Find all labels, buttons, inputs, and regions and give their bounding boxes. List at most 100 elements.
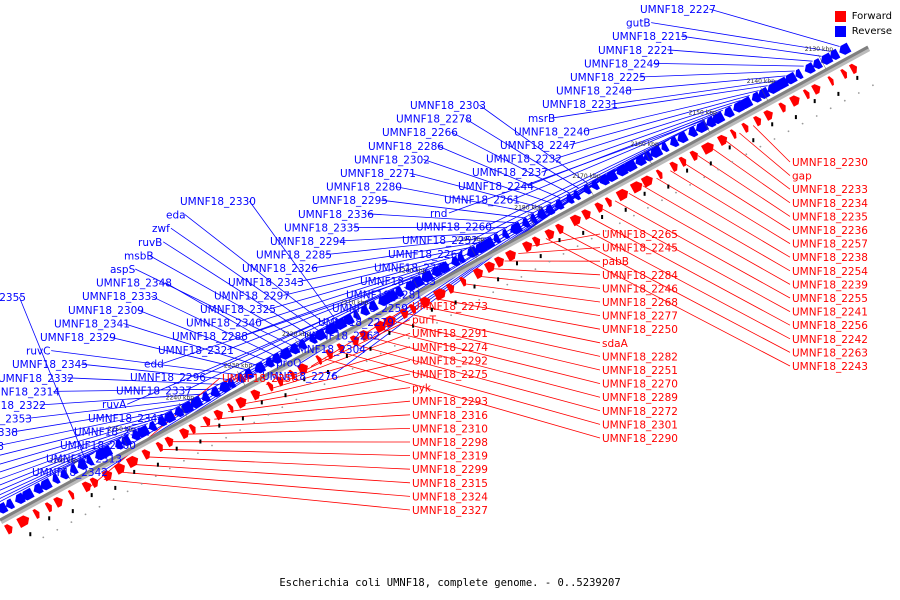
leader-line — [451, 131, 571, 194]
reverse-gene-arrow — [706, 116, 717, 128]
reverse-gene-arrow — [466, 245, 479, 258]
forward-gene-label: UMNF18_2298 — [412, 437, 488, 449]
track-dot — [42, 536, 45, 539]
reverse-gene-arrow — [739, 96, 754, 110]
feature-mark — [388, 330, 391, 335]
leader-line — [0, 452, 94, 502]
reverse-gene-arrow — [343, 313, 355, 326]
forward-gene-arrow — [188, 424, 196, 435]
legend-reverse-label: Reverse — [851, 26, 892, 37]
forward-gene-arrow — [373, 320, 387, 334]
forward-gene-label: UMNF18_2243 — [792, 361, 868, 373]
track-dot — [168, 467, 171, 470]
reverse-gene-label: UMNF18_2247 — [500, 140, 576, 152]
track-dot — [562, 253, 565, 255]
forward-gene-arrow — [213, 409, 223, 421]
reverse-gene-arrow — [583, 184, 592, 195]
reverse-gene-arrow — [210, 386, 221, 398]
leader-line — [476, 275, 601, 289]
leader-line — [81, 363, 229, 380]
feature-mark — [345, 354, 348, 358]
reverse-gene-label: UMNF18_2240 — [514, 126, 590, 138]
forward-gene-arrow — [16, 515, 30, 528]
feature-mark — [667, 184, 670, 189]
reverse-gene-arrow — [121, 434, 133, 447]
reverse-gene-arrow — [421, 270, 435, 283]
forward-gene-label: UMNF18_2356 — [222, 373, 298, 385]
track-dot — [773, 138, 776, 140]
tick-line — [701, 117, 710, 133]
forward-gene-label: gap — [792, 171, 812, 183]
track-dot — [98, 505, 101, 508]
leader-line — [53, 388, 211, 392]
forward-gene-arrow — [315, 355, 322, 365]
forward-gene-label: UMNF18_2299 — [412, 464, 488, 476]
feature-mark — [71, 509, 74, 514]
reverse-gene-label: UMNF18_2344 — [88, 413, 164, 425]
leader-line — [170, 227, 319, 331]
track-dot — [534, 268, 537, 271]
reverse-gene-label: UMNF18_2325 — [200, 304, 276, 316]
legend-reverse: Reverse — [834, 24, 892, 39]
feature-mark — [856, 75, 859, 80]
reverse-gene-arrow — [190, 395, 204, 409]
reverse-gene-label: UMNF18_2345 — [12, 359, 88, 371]
reverse-gene-label: UMNF18_2337 — [116, 386, 192, 398]
leader-line — [651, 22, 831, 52]
forward-gene-arrow — [89, 477, 99, 488]
forward-gene-arrow — [125, 455, 139, 469]
leader-line — [395, 186, 535, 214]
track-dot — [492, 291, 495, 294]
forward-gene-arrow — [493, 256, 505, 268]
feature-mark — [558, 238, 561, 243]
reverse-gene-label: UMNF18_2333 — [82, 291, 158, 303]
forward-gene-label: UMNF18_2315 — [412, 478, 488, 490]
leader-line — [435, 298, 601, 330]
feature-mark — [686, 168, 689, 173]
reverse-gene-arrow — [677, 131, 689, 144]
reverse-gene-label: UMNF18_2314 — [0, 386, 60, 398]
forward-gene-arrow — [472, 267, 484, 280]
forward-gene-arrow — [44, 502, 52, 513]
forward-gene-arrow — [802, 89, 810, 100]
forward-gene-arrow — [358, 329, 370, 342]
forward-gene-arrow — [716, 134, 728, 147]
tick-label: 2240 kbp — [166, 394, 194, 401]
track-dot — [647, 207, 649, 209]
forward-gene-arrow — [141, 449, 151, 460]
reverse-gene-label: proQ — [276, 358, 301, 370]
reverse-gene-arrow — [785, 71, 798, 85]
leader-line — [51, 350, 238, 375]
reverse-gene-arrow — [219, 380, 232, 393]
reverse-gene-label: UMNF18_2338 — [0, 427, 18, 439]
leader-line — [752, 125, 791, 163]
reverse-gene-label: UMNF18_2355 — [0, 292, 26, 304]
leader-line — [583, 90, 759, 132]
reverse-gene-arrow — [493, 233, 502, 244]
feature-mark — [582, 230, 585, 235]
kbp-ticks: 2130 kbp 2140 kbp 2150 kbp 2160 kbp 2170 kbp… — [50, 46, 833, 481]
forward-gene-label: UMNF18_2270 — [602, 379, 678, 391]
forward-gene-arrow — [544, 229, 555, 241]
genome-caption: Escherichia coli UMNF18, complete genome… — [279, 577, 621, 589]
reverse-gene-label: UMNF18_2261 — [444, 194, 520, 206]
reverse-gene-label: UMNF18_2303 — [410, 100, 486, 112]
leader-line — [465, 118, 580, 189]
reverse-gene-label: rnd — [430, 208, 447, 220]
forward-gene-arrow — [408, 303, 416, 315]
reverse-gene-arrow — [60, 468, 70, 480]
reverse-gene-arrow — [670, 136, 680, 148]
leader-line — [642, 185, 791, 272]
track-dot — [70, 521, 73, 523]
reverse-gene-label: UMNF18_2283 — [360, 276, 436, 288]
track-dot — [618, 222, 621, 225]
forward-gene-arrow — [848, 63, 858, 75]
reverse-gene-arrow — [650, 145, 664, 158]
track-dot — [281, 406, 284, 409]
feature-mark — [516, 261, 518, 266]
feature-mark — [48, 516, 51, 521]
reverse-gene-arrow — [599, 174, 611, 186]
feature-mark — [175, 446, 178, 451]
leader-line — [325, 237, 490, 255]
track-dot — [464, 306, 466, 309]
